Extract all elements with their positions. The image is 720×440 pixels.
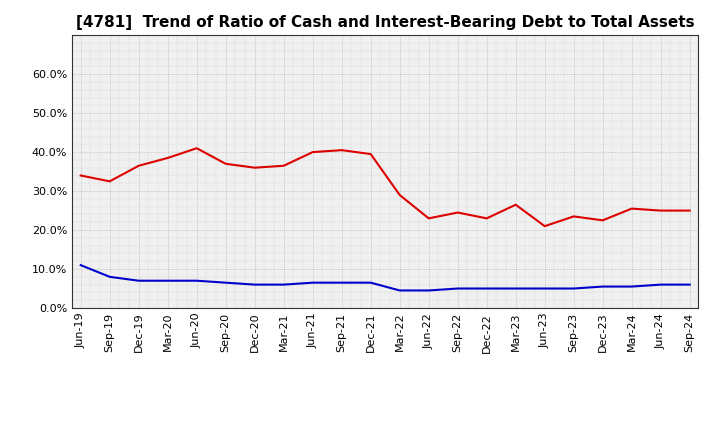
Cash [598, 218, 607, 223]
Interest-Bearing Debt [424, 288, 433, 293]
Cash [685, 208, 694, 213]
Cash [135, 163, 143, 169]
Interest-Bearing Debt [454, 286, 462, 291]
Interest-Bearing Debt [627, 284, 636, 289]
Interest-Bearing Debt [541, 286, 549, 291]
Interest-Bearing Debt [657, 282, 665, 287]
Cash [163, 155, 172, 161]
Interest-Bearing Debt [308, 280, 317, 285]
Interest-Bearing Debt [685, 282, 694, 287]
Interest-Bearing Debt [395, 288, 404, 293]
Interest-Bearing Debt [163, 278, 172, 283]
Cash [221, 161, 230, 166]
Cash [76, 173, 85, 178]
Cash [424, 216, 433, 221]
Cash [657, 208, 665, 213]
Interest-Bearing Debt [338, 280, 346, 285]
Interest-Bearing Debt [598, 284, 607, 289]
Line: Interest-Bearing Debt: Interest-Bearing Debt [81, 265, 690, 290]
Cash [511, 202, 520, 207]
Line: Cash: Cash [81, 148, 690, 226]
Cash [454, 210, 462, 215]
Cash [366, 151, 375, 157]
Interest-Bearing Debt [570, 286, 578, 291]
Cash [308, 150, 317, 155]
Cash [482, 216, 491, 221]
Interest-Bearing Debt [105, 274, 114, 279]
Cash [541, 224, 549, 229]
Interest-Bearing Debt [251, 282, 259, 287]
Cash [192, 146, 201, 151]
Cash [338, 147, 346, 153]
Interest-Bearing Debt [482, 286, 491, 291]
Cash [395, 192, 404, 198]
Interest-Bearing Debt [76, 263, 85, 268]
Cash [627, 206, 636, 211]
Interest-Bearing Debt [279, 282, 288, 287]
Cash [105, 179, 114, 184]
Interest-Bearing Debt [192, 278, 201, 283]
Interest-Bearing Debt [135, 278, 143, 283]
Cash [279, 163, 288, 169]
Cash [251, 165, 259, 170]
Cash [570, 214, 578, 219]
Title: [4781]  Trend of Ratio of Cash and Interest-Bearing Debt to Total Assets: [4781] Trend of Ratio of Cash and Intere… [76, 15, 695, 30]
Interest-Bearing Debt [511, 286, 520, 291]
Interest-Bearing Debt [366, 280, 375, 285]
Interest-Bearing Debt [221, 280, 230, 285]
